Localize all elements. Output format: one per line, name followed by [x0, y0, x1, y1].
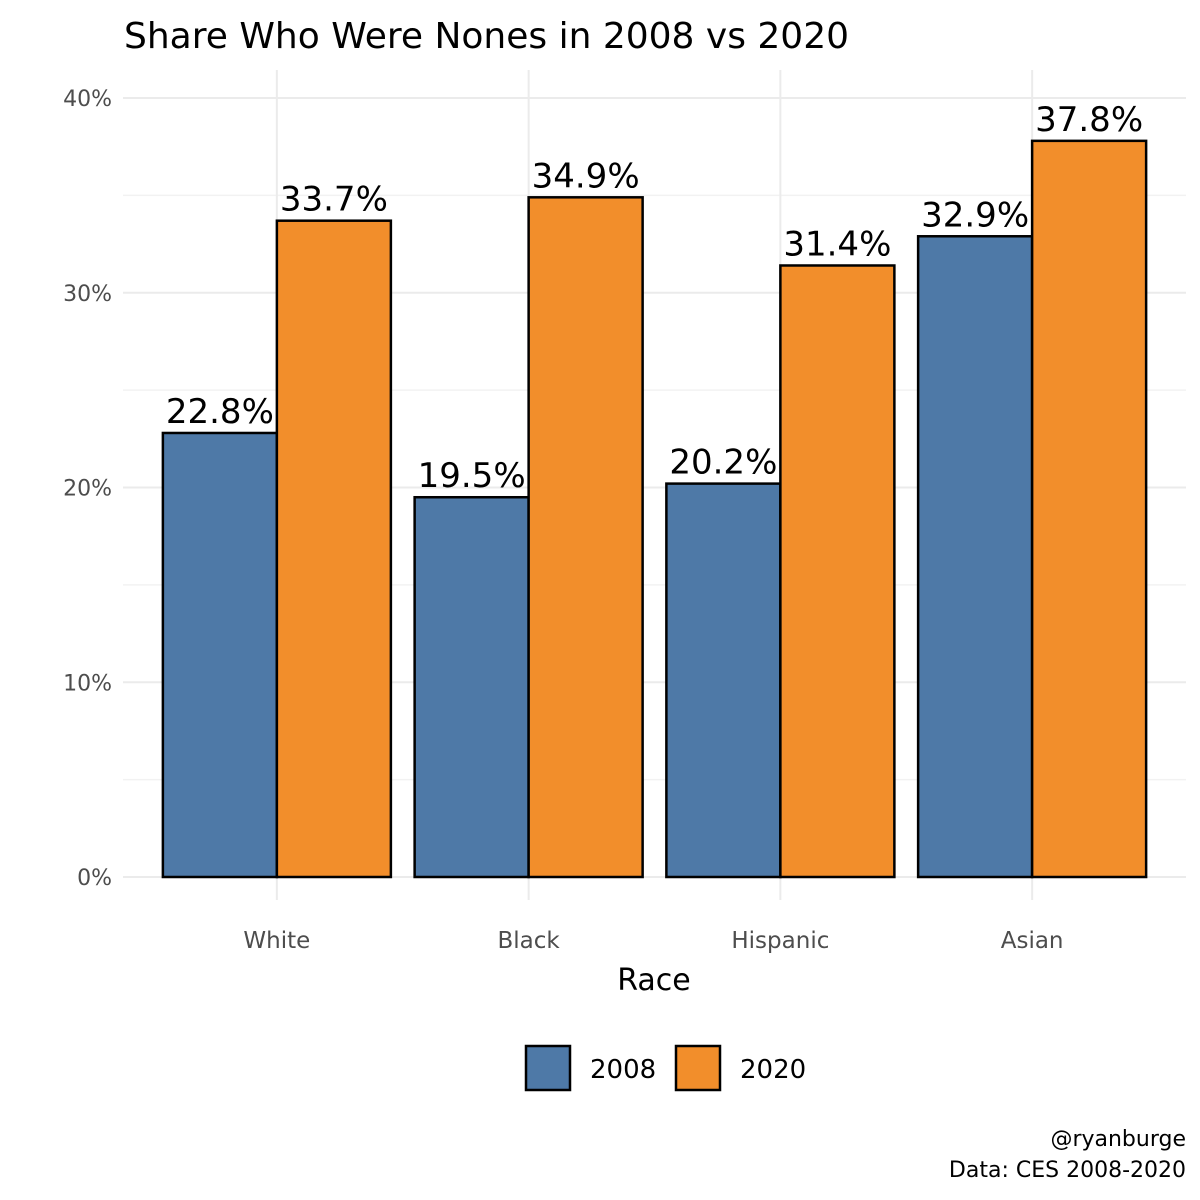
- x-tick-label-black: Black: [498, 928, 561, 954]
- y-tick-label: 20%: [63, 477, 112, 502]
- x-tick-label-asian: Asian: [1001, 928, 1064, 954]
- x-tick-label-hispanic: Hispanic: [731, 928, 829, 954]
- y-tick-label: 30%: [63, 282, 112, 307]
- legend: 2008 2020: [524, 1044, 806, 1092]
- bar-white-2008: [161, 431, 279, 879]
- bar-white-2020: [275, 219, 393, 879]
- x-tick-label-white: White: [243, 928, 310, 954]
- caption-handle: @ryanburge: [1050, 1127, 1186, 1152]
- data-label-asian-2020: 37.8%: [1035, 100, 1143, 140]
- legend-label-2008: 2008: [590, 1055, 656, 1085]
- chart-title: Share Who Were Nones in 2008 vs 2020: [124, 16, 849, 57]
- bar-hispanic-2020: [779, 264, 896, 879]
- caption: @ryanburge Data: CES 2008-2020: [949, 1127, 1186, 1183]
- y-tick-label: 40%: [63, 87, 112, 112]
- x-axis-title: Race: [617, 963, 691, 998]
- data-label-black-2020: 34.9%: [532, 156, 640, 196]
- bar-hispanic-2008: [665, 482, 782, 879]
- legend-label-2020: 2020: [740, 1055, 806, 1085]
- bar-black-2008: [413, 495, 530, 879]
- bar-asian-2020: [1030, 139, 1148, 879]
- legend-swatch-2020: [674, 1044, 722, 1092]
- bar-asian-2008: [916, 235, 1034, 879]
- data-label-hispanic-2020: 31.4%: [783, 224, 891, 264]
- bar-black-2020: [527, 196, 644, 879]
- y-tick-label: 0%: [77, 866, 112, 891]
- bars: [161, 139, 1148, 879]
- caption-source: Data: CES 2008-2020: [949, 1158, 1186, 1183]
- data-label-black-2008: 19.5%: [418, 456, 526, 496]
- data-label-white-2008: 22.8%: [166, 392, 274, 432]
- y-axis-ticks: 0% 10% 20% 30% 40%: [63, 87, 112, 891]
- y-tick-label: 10%: [63, 671, 112, 696]
- data-label-white-2020: 33.7%: [280, 180, 388, 220]
- legend-swatch-2008: [524, 1044, 572, 1092]
- data-label-asian-2008: 32.9%: [921, 195, 1029, 235]
- data-labels: 22.8% 33.7% 19.5% 34.9% 20.2% 31.4% 32.9% 37.8%: [166, 100, 1143, 496]
- data-label-hispanic-2008: 20.2%: [669, 443, 777, 483]
- x-axis-categories: White Black Hispanic Asian: [243, 928, 1063, 954]
